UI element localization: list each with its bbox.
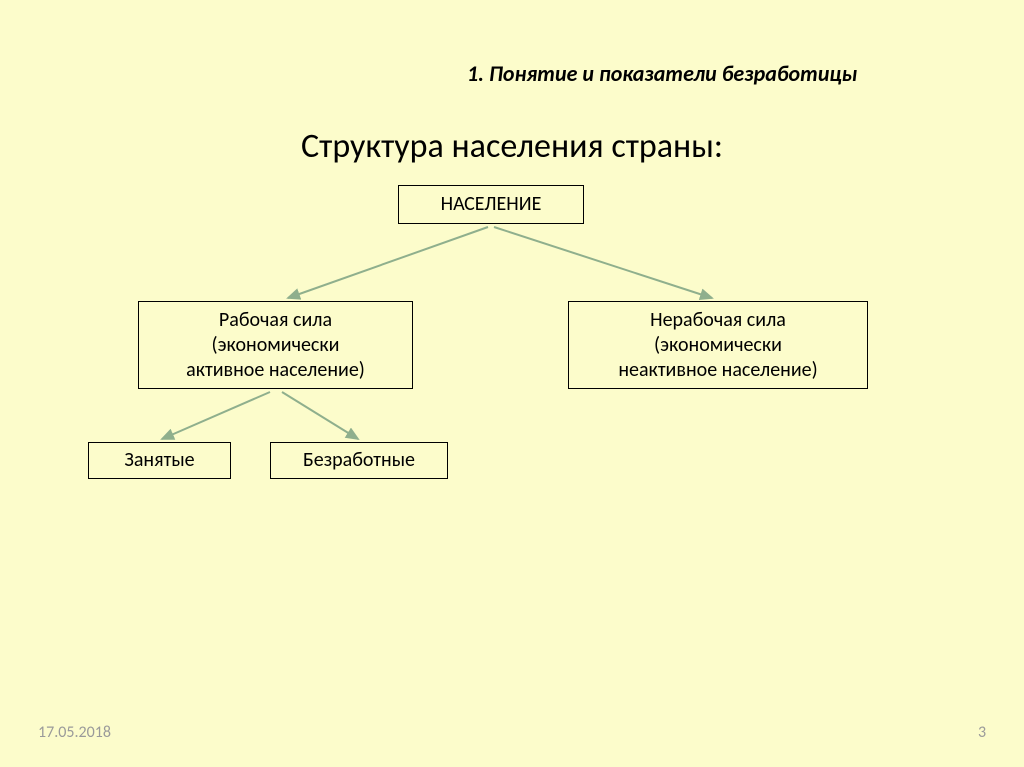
main-title: Структура населения страны: bbox=[0, 126, 1024, 167]
node-unemployed: Безработные bbox=[270, 442, 448, 479]
section-header: 1. Понятие и показатели безработицы bbox=[467, 60, 857, 87]
node-employed: Занятые bbox=[88, 442, 231, 479]
node-label: Безработные bbox=[303, 448, 415, 473]
node-population: НАСЕЛЕНИЕ bbox=[398, 185, 584, 224]
edge-population-labor bbox=[288, 227, 488, 298]
footer-date-text: 17.05.2018 bbox=[38, 723, 111, 742]
edge-population-nonlabor bbox=[494, 227, 712, 298]
node-nonlabor: Нерабочая сила (экономически неактивное … bbox=[568, 301, 868, 389]
slide: 1. Понятие и показатели безработицы Стру… bbox=[0, 0, 1024, 767]
footer-page: 3 bbox=[978, 723, 986, 742]
section-header-text: 1. Понятие и показатели безработицы bbox=[467, 60, 857, 87]
edge-labor-unemployed bbox=[282, 392, 358, 439]
footer-page-text: 3 bbox=[978, 723, 986, 742]
main-title-text: Структура населения страны: bbox=[301, 126, 723, 167]
footer-date: 17.05.2018 bbox=[38, 723, 111, 742]
edge-labor-employed bbox=[162, 392, 270, 439]
node-label: Занятые bbox=[124, 448, 194, 473]
node-label: Нерабочая сила (экономически неактивное … bbox=[618, 308, 817, 383]
node-label: Рабочая сила (экономически активное насе… bbox=[186, 308, 365, 383]
node-label: НАСЕЛЕНИЕ bbox=[441, 192, 542, 217]
node-labor: Рабочая сила (экономически активное насе… bbox=[138, 301, 413, 389]
